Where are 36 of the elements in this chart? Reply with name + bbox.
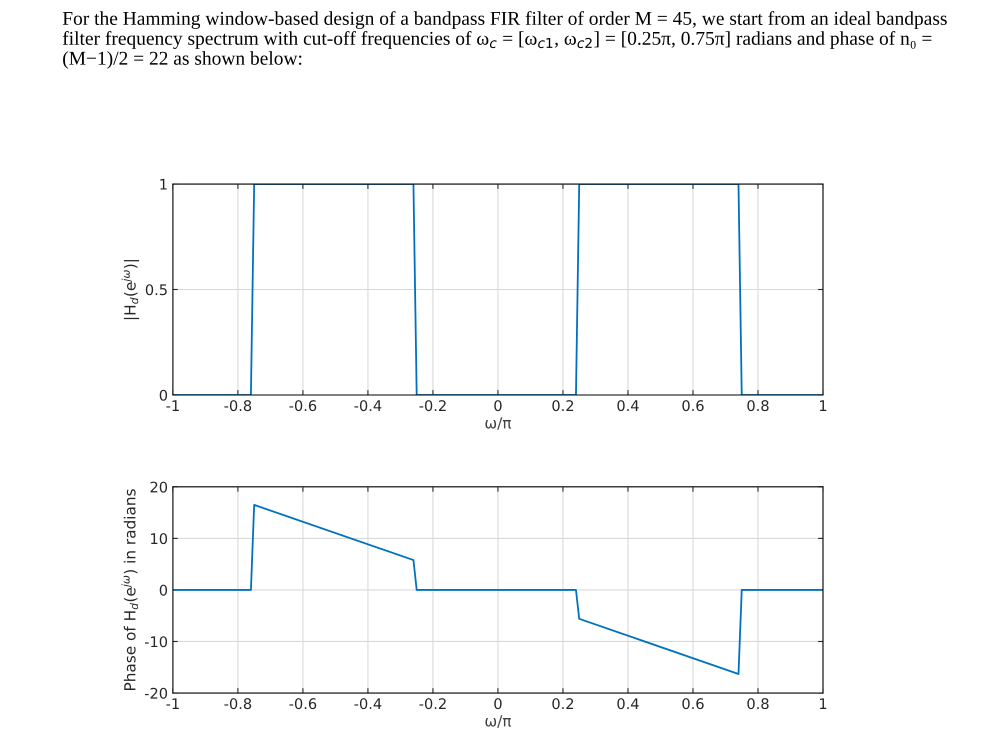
x-tick-label: 0.8 — [747, 400, 769, 412]
x-axis-title: ω/π — [485, 417, 512, 430]
x-tick-label: -0.6 — [289, 698, 316, 710]
x-tick-label: 0.4 — [617, 400, 639, 412]
x-tick-label: 0.2 — [552, 698, 574, 710]
x-axis-title: ω/π — [485, 715, 512, 728]
y-tick-label: 20 — [150, 482, 168, 493]
x-tick-label: 0.6 — [682, 698, 704, 710]
y-tick-label: 0 — [160, 390, 168, 401]
y-axis-title: Phase of H$_{d}$(e$^{jω}$) in radians — [121, 489, 138, 690]
x-tick-label: 1 — [820, 698, 826, 709]
chart-title: For the Hamming window-based design of a bandpass FIR filter of order M = 45, we start from an ideal bandpass filter frequency spectrum with cut-off frequencies of ω$_{c}$ = [ω$_{c1}$, ω$_{c2}$] = [0.25π, 0.75π] radians and phase of n₀ = (M−1)/2 = 22 as shown below: — [62, 11, 947, 69]
y-tick-label: 0 — [160, 584, 168, 596]
y-axis-title: |H$_{d}$(e$^{jω}$)| — [122, 260, 140, 320]
x-tick-label: -0.2 — [419, 400, 446, 412]
x-tick-label: 0.6 — [682, 400, 704, 412]
y-tick-label: 10 — [151, 533, 168, 544]
y-tick-label: -20 — [144, 688, 168, 699]
y-tick-label: 1 — [160, 178, 167, 190]
y-tick-label: -10 — [144, 636, 168, 648]
x-tick-label: -1 — [166, 698, 179, 709]
x-tick-label: -0.6 — [289, 400, 316, 412]
x-tick-label: 0.2 — [552, 400, 574, 412]
x-tick-label: -0.8 — [224, 698, 252, 710]
x-tick-label: 0.4 — [617, 698, 639, 710]
x-tick-label: 0 — [494, 698, 502, 710]
line-series — [172, 504, 824, 675]
x-tick-label: -0.4 — [354, 698, 382, 710]
x-tick-label: 0.8 — [747, 698, 769, 710]
x-tick-label: -1 — [166, 400, 179, 411]
x-tick-label: 0 — [494, 400, 502, 412]
y-tick-label: 0.5 — [146, 284, 167, 296]
x-tick-label: -0.4 — [354, 400, 382, 412]
x-tick-label: -0.8 — [224, 400, 252, 412]
x-tick-label: -0.2 — [419, 698, 446, 710]
x-tick-label: 1 — [820, 400, 826, 411]
